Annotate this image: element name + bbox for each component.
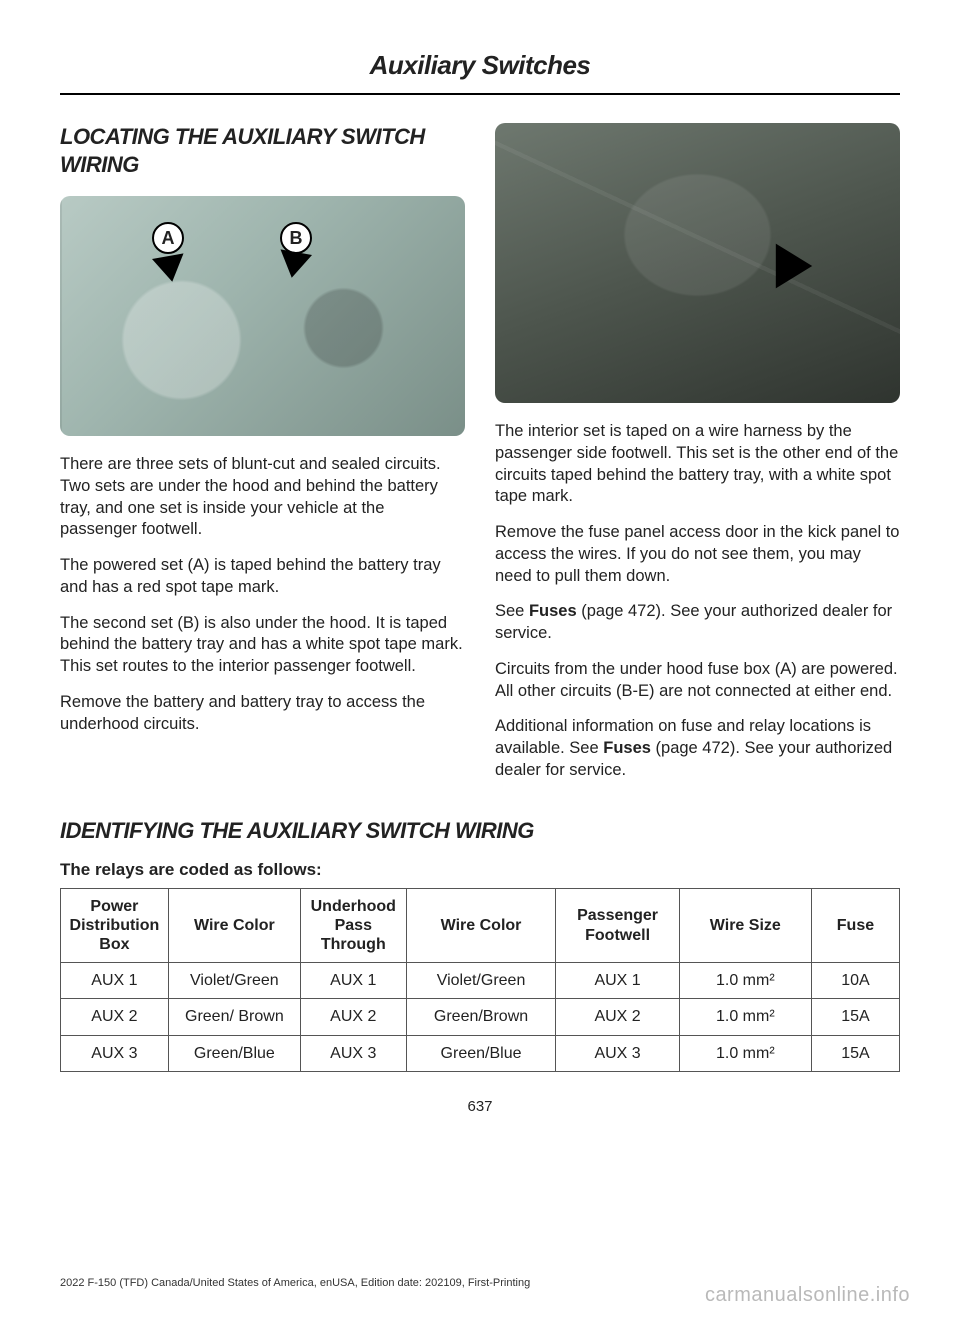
footer-imprint: 2022 F-150 (TFD) Canada/United States of… bbox=[60, 1277, 530, 1289]
table-cell: 1.0 mm² bbox=[679, 999, 811, 1035]
para: Remove the fuse panel access door in the… bbox=[495, 522, 900, 587]
para: The interior set is taped on a wire harn… bbox=[495, 421, 900, 508]
page-number: 637 bbox=[60, 1098, 900, 1115]
table-row: AUX 2Green/ BrownAUX 2Green/BrownAUX 21.… bbox=[61, 999, 900, 1035]
table-row: AUX 3Green/BlueAUX 3Green/BlueAUX 31.0 m… bbox=[61, 1035, 900, 1071]
table-cell: AUX 2 bbox=[556, 999, 679, 1035]
col-header: Underhood Pass Through bbox=[300, 888, 406, 963]
two-column-body: LOCATING THE AUXILIARY SWITCH WIRING A B… bbox=[60, 123, 900, 796]
table-header-row: Power Distribution Box Wire Color Underh… bbox=[61, 888, 900, 963]
relay-table: Power Distribution Box Wire Color Underh… bbox=[60, 888, 900, 1072]
col-header: Passenger Footwell bbox=[556, 888, 679, 963]
table-cell: AUX 2 bbox=[61, 999, 169, 1035]
arrow-icon bbox=[776, 244, 812, 289]
section-heading-identifying: IDENTIFYING THE AUXILIARY SWITCH WIRING bbox=[60, 818, 900, 844]
table-cell: AUX 3 bbox=[556, 1035, 679, 1071]
table-cell: Green/Blue bbox=[406, 1035, 556, 1071]
page: Auxiliary Switches LOCATING THE AUXILIAR… bbox=[0, 0, 960, 1145]
table-cell: AUX 3 bbox=[61, 1035, 169, 1071]
col-header: Wire Color bbox=[406, 888, 556, 963]
engine-bay-illustration: A B bbox=[60, 196, 465, 436]
table-cell: 1.0 mm² bbox=[679, 1035, 811, 1071]
col-header: Wire Size bbox=[679, 888, 811, 963]
page-title: Auxiliary Switches bbox=[60, 50, 900, 95]
callout-a: A bbox=[152, 222, 184, 254]
table-cell: Green/Blue bbox=[168, 1035, 300, 1071]
para: Additional information on fuse and relay… bbox=[495, 716, 900, 781]
para: Remove the battery and battery tray to a… bbox=[60, 692, 465, 736]
table-cell: Green/Brown bbox=[406, 999, 556, 1035]
table-row: AUX 1Violet/GreenAUX 1Violet/GreenAUX 11… bbox=[61, 963, 900, 999]
para: Circuits from the under hood fuse box (A… bbox=[495, 659, 900, 703]
table-cell: AUX 1 bbox=[61, 963, 169, 999]
table-cell: AUX 1 bbox=[556, 963, 679, 999]
table-caption: The relays are coded as follows: bbox=[60, 860, 900, 880]
para: There are three sets of blunt-cut and se… bbox=[60, 454, 465, 541]
footwell-illustration bbox=[495, 123, 900, 403]
arrow-icon bbox=[276, 249, 312, 280]
arrow-icon bbox=[152, 253, 188, 284]
brand-watermark: carmanualsonline.info bbox=[705, 1284, 910, 1307]
col-header: Fuse bbox=[811, 888, 899, 963]
right-column: The interior set is taped on a wire harn… bbox=[495, 123, 900, 796]
table-cell: Violet/Green bbox=[168, 963, 300, 999]
crop-mark-tl bbox=[0, 0, 39, 39]
left-column: LOCATING THE AUXILIARY SWITCH WIRING A B… bbox=[60, 123, 465, 796]
table-cell: AUX 3 bbox=[300, 1035, 406, 1071]
table-cell: AUX 1 bbox=[300, 963, 406, 999]
para: See Fuses (page 472). See your authorize… bbox=[495, 601, 900, 645]
table-cell: 1.0 mm² bbox=[679, 963, 811, 999]
table-body: AUX 1Violet/GreenAUX 1Violet/GreenAUX 11… bbox=[61, 963, 900, 1072]
para: The powered set (A) is taped behind the … bbox=[60, 555, 465, 599]
table-cell: Violet/Green bbox=[406, 963, 556, 999]
table-cell: AUX 2 bbox=[300, 999, 406, 1035]
table-cell: 15A bbox=[811, 1035, 899, 1071]
col-header: Power Distribution Box bbox=[61, 888, 169, 963]
section-heading-locating: LOCATING THE AUXILIARY SWITCH WIRING bbox=[60, 123, 465, 178]
table-cell: 10A bbox=[811, 963, 899, 999]
para: The second set (B) is also under the hoo… bbox=[60, 613, 465, 678]
col-header: Wire Color bbox=[168, 888, 300, 963]
table-cell: Green/ Brown bbox=[168, 999, 300, 1035]
table-cell: 15A bbox=[811, 999, 899, 1035]
